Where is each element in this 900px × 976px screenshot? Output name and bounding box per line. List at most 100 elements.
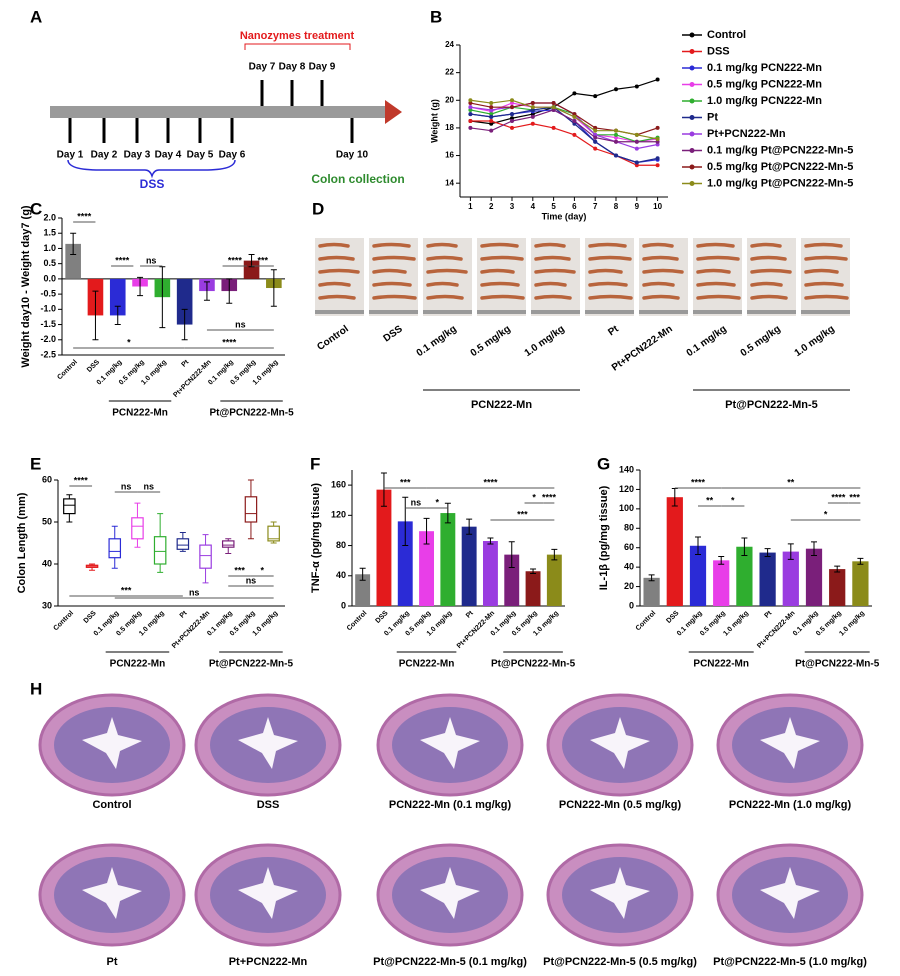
error-bar — [718, 555, 725, 565]
bar — [440, 513, 456, 606]
point — [614, 153, 618, 158]
significance-label: ns — [411, 497, 422, 507]
colon-photo — [531, 238, 580, 316]
colon-sample — [642, 294, 680, 300]
point — [530, 121, 535, 126]
point — [510, 101, 514, 106]
colon-sample — [318, 268, 360, 274]
histology-label: Pt@PCN222-Mn-5 (0.1 mg/kg) — [373, 956, 527, 968]
legend-label: DSS — [707, 45, 730, 57]
series-line — [470, 109, 658, 164]
box-whisker — [270, 521, 277, 544]
point — [489, 121, 494, 126]
y-tick-label: 50 — [42, 516, 52, 526]
histology-lumen — [760, 717, 820, 769]
box-whisker — [89, 563, 96, 571]
x-tick-label: Pt+PCN222-Mn — [171, 610, 211, 650]
significance-label: ns — [246, 575, 257, 585]
bar — [829, 569, 846, 606]
panel-label: B — [430, 7, 442, 26]
histology-lumen — [760, 867, 820, 919]
y-tick-label: 60 — [624, 542, 634, 552]
legend-marker — [689, 181, 695, 186]
x-tick-label: Control — [635, 610, 658, 633]
group-label: PCN222-Mn — [471, 399, 532, 411]
bar — [546, 554, 562, 606]
significance-label: ns — [121, 481, 132, 491]
bar — [759, 552, 776, 606]
legend-label: 0.1 mg/kg Pt@PCN222-Mn-5 — [707, 144, 853, 156]
colon-photo — [315, 238, 364, 316]
box — [108, 538, 122, 559]
histology-label: Control — [92, 799, 131, 811]
point — [655, 163, 660, 168]
colon-sample — [750, 255, 787, 261]
bar — [65, 243, 81, 279]
photo-label: 0.5 mg/kg — [739, 324, 783, 359]
bar — [666, 497, 683, 606]
point — [551, 101, 556, 106]
bar — [461, 526, 477, 606]
point — [634, 160, 639, 165]
bar — [397, 521, 413, 606]
colon-photo — [801, 238, 850, 316]
point — [551, 125, 556, 130]
colon-sample — [588, 255, 632, 261]
point — [614, 87, 618, 92]
bar — [482, 541, 498, 606]
x-tick-label: 1.0 mg/kg — [838, 610, 866, 638]
dss-brace — [67, 159, 236, 179]
x-tick-label: 10 — [653, 202, 662, 211]
colon-sample — [426, 242, 458, 248]
point — [572, 119, 577, 123]
histology-label: PCN222-Mn (0.5 mg/kg) — [559, 799, 682, 811]
y-tick-label: 0.0 — [43, 273, 56, 283]
significance-label: *** — [121, 585, 132, 595]
colon-sample — [318, 294, 356, 300]
point — [572, 112, 577, 117]
error-bar — [508, 541, 515, 568]
colon-sample — [480, 255, 524, 261]
bar — [376, 489, 392, 606]
bar — [736, 546, 753, 606]
panel-label: A — [30, 7, 42, 26]
bar — [109, 278, 126, 316]
histology-label: PCN222-Mn (0.1 mg/kg) — [389, 799, 512, 811]
point — [593, 125, 598, 130]
colon-sample — [426, 294, 464, 300]
error-bar — [402, 496, 409, 547]
photo-label: DSS — [382, 323, 405, 344]
point — [593, 128, 598, 133]
x-tick-label: Pt+PCN222-Mn — [756, 610, 796, 650]
error-bar — [114, 305, 121, 326]
colon-sample — [642, 268, 684, 274]
legend-marker — [689, 65, 695, 71]
point — [510, 112, 514, 117]
box-whisker — [179, 532, 186, 552]
y-axis-title: Weight day10 - Weight day7 (g) — [20, 205, 32, 368]
point — [510, 105, 514, 110]
y-tick-label: 80 — [336, 540, 346, 550]
x-tick-label: Pt — [180, 358, 190, 368]
bar — [525, 571, 541, 606]
colon-photo — [693, 238, 742, 316]
significance-label: * — [435, 497, 439, 507]
point — [489, 112, 494, 117]
point — [634, 84, 639, 89]
colon-sample — [642, 242, 674, 248]
bar — [176, 278, 193, 325]
y-tick-label: 1.0 — [43, 243, 56, 253]
y-tick-label: 1.5 — [43, 228, 56, 238]
colon-sample — [480, 242, 519, 248]
timeline — [50, 43, 402, 179]
photo-label: 0.1 mg/kg — [415, 324, 459, 359]
error-bar — [487, 537, 494, 545]
bar — [419, 531, 435, 606]
colon-photo — [369, 238, 418, 316]
day-label: Day 5 — [187, 150, 214, 161]
error-bar — [248, 254, 255, 268]
colon-photo — [639, 238, 688, 316]
point — [468, 101, 473, 106]
box-whisker — [157, 513, 164, 573]
